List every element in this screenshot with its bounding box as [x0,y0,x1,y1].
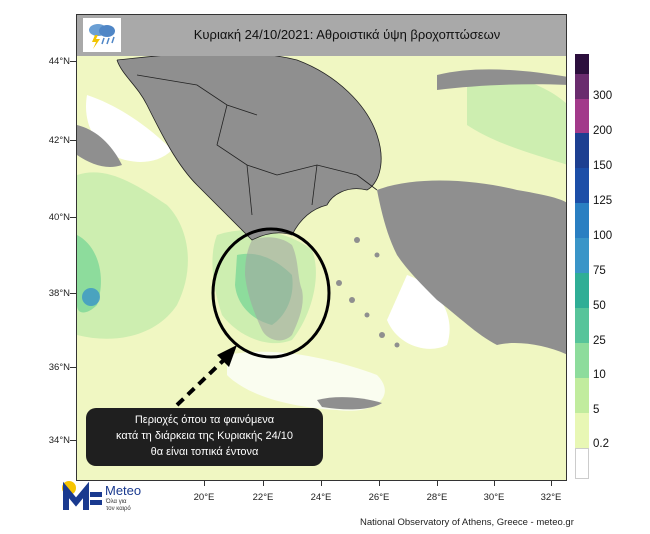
lat-label-42: 42°N [48,135,70,146]
colorbar-segment [575,74,589,99]
colorbar-segment [575,168,589,203]
legend-label-300: 300 [593,90,613,102]
lon-tick [551,481,552,486]
footer-credit: National Observatory of Athens, Greece -… [360,517,574,528]
legend-label-150: 150 [593,160,613,172]
lon-tick [379,481,380,486]
colorbar-segment [575,378,589,413]
island [349,297,355,303]
island [394,342,400,348]
colorbar-segment [575,238,589,273]
map-title: Κυριακή 24/10/2021: Αθροιστικά ύψη βροχο… [193,27,501,42]
rain-patch-west [77,172,188,339]
lon-label-20: 20°E [193,492,215,503]
colorbar-segment [575,273,589,308]
rain-patch-east [467,74,566,165]
legend-label-25: 25 [593,335,606,347]
meteo-logo-icon [60,480,104,514]
lon-tick [263,481,264,486]
legend-label-10: 10 [593,369,606,381]
colorbar-segment [575,203,589,238]
land-turkey [377,180,566,355]
highlight-ellipse [211,227,331,359]
island [374,252,380,258]
lon-label-30: 30°E [483,492,505,503]
colorbar-segment [575,99,589,133]
country-borders [136,74,378,216]
lon-tick [204,481,205,486]
colorbar-segment [575,54,589,74]
lon-tick [321,481,322,486]
island [354,237,360,243]
land-balkans [117,52,382,241]
island [379,332,385,338]
lat-label-34: 34°N [48,435,70,446]
logo-name: Meteo [105,483,142,498]
coastline [116,51,382,241]
callout-box: Περιοχές όπου τα φαινόμενα κατά τη διάρκ… [86,408,323,466]
lat-tick [70,217,76,218]
lon-label-32: 32°E [540,492,562,503]
callout-line-1: Περιοχές όπου τα φαινόμενα [134,414,275,426]
lat-tick [70,293,76,294]
legend-label-125: 125 [593,195,613,207]
lon-label-26: 26°E [368,492,390,503]
lat-label-38: 38°N [48,288,70,299]
lat-label-36: 36°N [48,362,70,373]
callout-line-2: κατά τη διάρκεια της Κυριακής 24/10 [115,430,294,442]
colorbar-segment [575,413,589,448]
logo-tagline-1: Όλα για [106,499,127,505]
callout-line-3: θα είναι τοπικά έντονα [150,446,259,458]
rain-cloud-lightning-icon [83,18,121,52]
callout-arrow-line [175,355,229,407]
no-rain-south [227,351,385,411]
rainfall-colorbar [575,54,589,479]
lat-tick [70,140,76,141]
lon-label-24: 24°E [310,492,332,503]
lat-tick [70,61,76,62]
colorbar-segment [575,308,589,343]
lat-tick [70,440,76,441]
rain-max-west [82,288,100,306]
lat-label-40: 40°N [48,212,70,223]
colorbar-segment [575,448,589,479]
land-crete [317,397,382,410]
legend-label-5: 5 [593,404,600,416]
rainfall-map: Κυριακή 24/10/2021: Αθροιστικά ύψη βροχο… [76,14,567,481]
legend-label-75: 75 [593,265,606,277]
island [364,312,370,318]
legend-label-100: 100 [593,230,613,242]
land-black-sea-coast [437,69,566,90]
colorbar-segment [575,133,589,168]
legend-label-200: 200 [593,125,613,137]
legend-label-0-2: 0.2 [593,438,609,450]
land-greece-mainland [245,237,303,341]
logo-tagline-2: τον καιρό [106,506,131,512]
colorbar-segment [575,343,589,378]
lon-label-22: 22°E [252,492,274,503]
lon-tick [437,481,438,486]
title-bar: Κυριακή 24/10/2021: Αθροιστικά ύψη βροχο… [77,15,566,56]
lon-tick [494,481,495,486]
callout-arrow-head [217,345,237,367]
lat-tick [70,367,76,368]
legend-label-50: 50 [593,300,606,312]
lat-label-44: 44°N [48,56,70,67]
lon-label-28: 28°E [426,492,448,503]
island [336,280,342,286]
land-italy-heel [77,125,122,167]
map-canvas [77,15,566,480]
